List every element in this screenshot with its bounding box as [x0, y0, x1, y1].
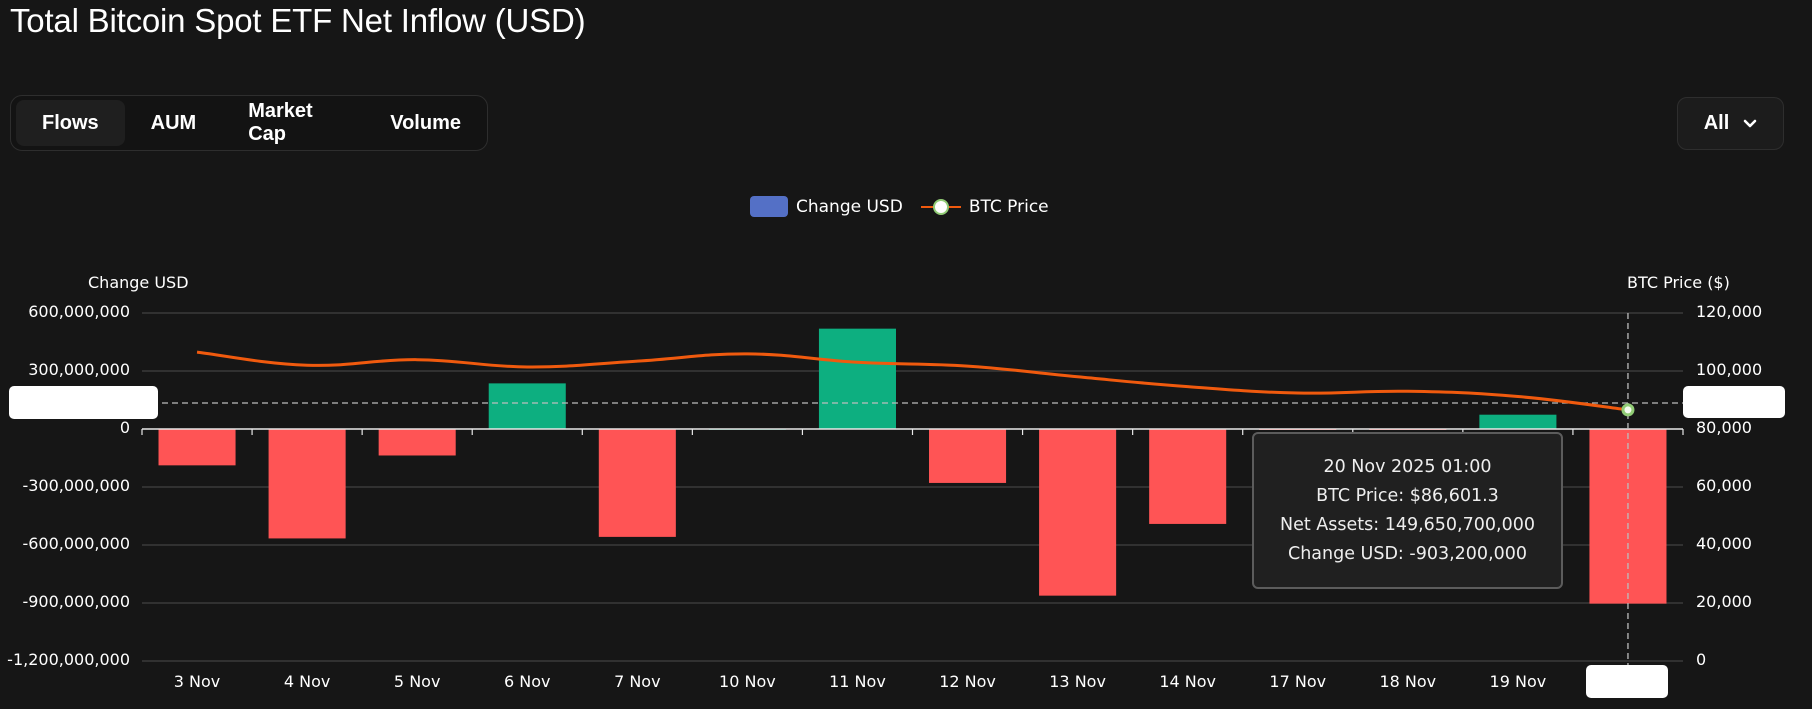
- bar-5-nov[interactable]: [378, 429, 456, 456]
- tab-market-cap[interactable]: Market Cap: [248, 100, 313, 145]
- bar-14-nov[interactable]: [1149, 429, 1227, 524]
- x-axis-label: 19 Nov: [1489, 672, 1547, 691]
- right-axis-pointer-label: [1683, 386, 1785, 418]
- tab-volume[interactable]: Volume: [390, 111, 461, 134]
- right-axis-title: BTC Price ($): [1627, 273, 1730, 292]
- x-axis-label: 14 Nov: [1159, 672, 1216, 691]
- bar-11-nov[interactable]: [818, 328, 896, 429]
- tab-aum[interactable]: AUM: [150, 111, 197, 134]
- bar-3-nov[interactable]: [158, 429, 236, 466]
- left-axis-tick: -1,200,000,000: [7, 650, 130, 669]
- x-axis-pointer-label: [1586, 665, 1668, 698]
- tab-flows[interactable]: Flows: [16, 100, 125, 146]
- bar-13-nov[interactable]: [1039, 429, 1117, 596]
- tooltip-net-assets: Net Assets: 149,650,700,000: [1280, 514, 1535, 535]
- right-axis-tick: 120,000: [1696, 302, 1763, 321]
- legend-label-change-usd: Change USD: [796, 196, 903, 217]
- right-axis-tick: 0: [1696, 650, 1707, 669]
- range-selector-button[interactable]: All: [1677, 97, 1784, 150]
- bar-12-nov[interactable]: [929, 429, 1007, 483]
- bar-6-nov[interactable]: [488, 383, 566, 429]
- right-axis-tick: 20,000: [1696, 592, 1752, 611]
- x-axis-label: 7 Nov: [614, 672, 661, 691]
- left-axis-tick: 0: [119, 418, 130, 437]
- right-axis-tick: 40,000: [1696, 534, 1752, 553]
- left-axis-tick: 600,000,000: [28, 302, 130, 321]
- left-axis-tick: -300,000,000: [22, 476, 130, 495]
- x-axis-label: 18 Nov: [1379, 672, 1437, 691]
- x-axis-label: 5 Nov: [393, 672, 441, 691]
- left-axis-tick: -900,000,000: [22, 592, 130, 611]
- bar-19-nov[interactable]: [1479, 414, 1557, 429]
- x-axis-label: 17 Nov: [1269, 672, 1327, 691]
- x-axis-label: 11 Nov: [829, 672, 886, 691]
- left-axis-title: Change USD: [88, 273, 189, 292]
- legend-item-change-usd[interactable]: Change USD: [750, 196, 903, 217]
- chevron-down-icon: [1743, 112, 1757, 135]
- legend-label-btc-price: BTC Price: [968, 196, 1049, 217]
- right-axis-tick: 80,000: [1696, 418, 1752, 437]
- chart-legend: Change USD BTC Price: [750, 196, 1049, 217]
- x-axis-label: 3 Nov: [173, 672, 221, 691]
- bar-swatch-icon: [750, 196, 788, 217]
- right-axis-tick: 100,000: [1696, 360, 1763, 379]
- x-axis-label: 6 Nov: [504, 672, 551, 691]
- bar-7-nov[interactable]: [598, 429, 676, 537]
- left-axis-tick: -600,000,000: [22, 534, 130, 553]
- x-axis-label: 12 Nov: [939, 672, 996, 691]
- tooltip-btc-price: BTC Price: $86,601.3: [1316, 485, 1499, 506]
- left-axis-tick: 300,000,000: [28, 360, 130, 379]
- left-axis-pointer-label: [9, 386, 158, 419]
- view-tabs: Flows AUM Market Cap Volume: [10, 95, 488, 151]
- bar-4-nov[interactable]: [268, 429, 346, 539]
- legend-item-btc-price[interactable]: BTC Price: [903, 196, 1049, 217]
- range-selector-label: All: [1703, 112, 1730, 134]
- tooltip-date: 20 Nov 2025 01:00: [1323, 456, 1492, 477]
- btc-price-line: [196, 350, 1629, 412]
- page-title: Total Bitcoin Spot ETF Net Inflow (USD): [10, 2, 586, 39]
- hover-point-marker: [1621, 403, 1635, 417]
- line-swatch-icon: [920, 196, 961, 217]
- chart-tooltip: 20 Nov 2025 01:00 BTC Price: $86,601.3 N…: [1252, 432, 1563, 589]
- right-axis-tick: 60,000: [1696, 476, 1752, 495]
- x-axis-label: 13 Nov: [1049, 672, 1106, 691]
- x-axis-label: 4 Nov: [283, 672, 331, 691]
- x-axis-label: 10 Nov: [719, 672, 776, 691]
- tooltip-change-usd: Change USD: -903,200,000: [1287, 543, 1528, 564]
